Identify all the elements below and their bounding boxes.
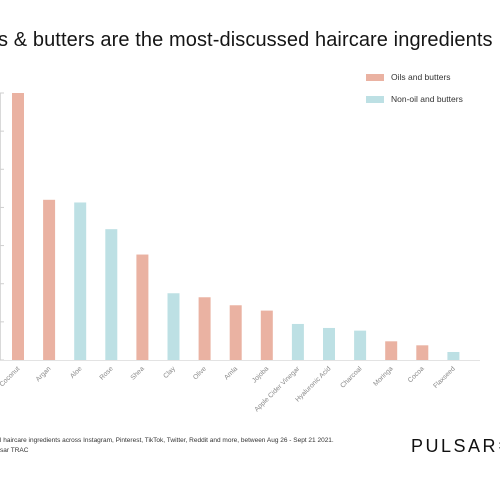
footnote-source: l haircare ingredients across Instagram,… [0,437,334,444]
legend-item-non-oils: Non-oil and butters [366,88,463,110]
bar-cocoa [416,345,429,360]
legend-swatch-non-oils [366,95,384,103]
bar-moringa [385,341,398,360]
bar-clay [167,293,180,360]
legend-label-non-oils: Non-oil and butters [391,94,463,104]
x-tick-label: Moringa [372,365,394,387]
x-tick-label: Charcoal [339,365,364,390]
x-tick-label: Olive [192,365,208,381]
bar-apple-cider-vinegar [291,323,304,360]
legend-item-oils: Oils and butters [366,66,463,88]
pulsar-logo: PULSAR✱ [411,436,500,456]
x-tick-label: Shea [130,365,146,381]
x-tick-label: Rose [99,365,115,381]
bar-hyaluronic-acid [323,327,335,360]
bar-shea [136,254,149,360]
x-tick-label: Clay [162,365,177,380]
x-tick-label: Jojoba [251,365,270,384]
bar-coconut [12,93,24,360]
bar-aloe [74,202,87,360]
legend-label-oils: Oils and butters [391,72,451,82]
chart-legend: Oils and butters Non-oil and butters [366,66,463,110]
x-tick-label: Amla [223,365,239,381]
bar-olive [198,297,211,360]
bar-rose [105,229,118,360]
legend-swatch-oils [366,73,384,81]
footnote-trac: sar TRAC [0,447,29,454]
bar-charcoal [354,330,367,360]
bar-argan [43,199,56,360]
bar-jojoba [260,310,273,360]
chart-title: s & butters are the most-discussed hairc… [0,29,493,51]
bar-chart: Coconut Argan Aloe Rose Shea Clay Olive Amla Joj… [0,92,480,413]
x-tick-label: Flaxseed [432,365,457,390]
x-tick-label: Cocoa [407,365,426,384]
x-tick-label: Argan [35,365,53,383]
bar-flaxseed [447,351,460,360]
x-tick-label: Coconut [0,365,21,388]
bar-amla [229,305,242,360]
x-tick-label: Aloe [69,365,84,380]
